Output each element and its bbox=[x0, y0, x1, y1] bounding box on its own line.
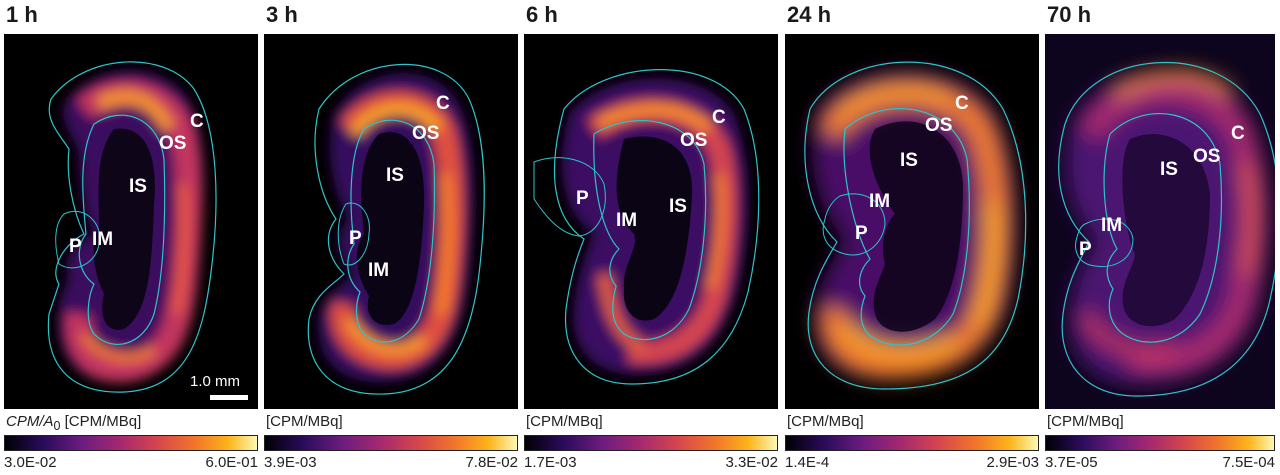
colorbar-min: 3.9E-03 bbox=[264, 454, 317, 471]
kidney-image: C OS P IM IS bbox=[524, 34, 778, 409]
unit-subscript: 0 bbox=[53, 419, 61, 433]
kidney-heatmap bbox=[47, 61, 248, 400]
region-label-p: P bbox=[1079, 239, 1092, 260]
colorbar bbox=[785, 435, 1039, 451]
panel-title: 6 h bbox=[526, 2, 558, 27]
colorbar-min: 1.4E-4 bbox=[785, 454, 830, 471]
kidney-heatmap bbox=[533, 69, 760, 385]
unit-text: [CPM/MBq] bbox=[60, 413, 142, 430]
region-label-os: OS bbox=[1193, 146, 1221, 167]
colorbar-min: 3.7E-05 bbox=[1045, 454, 1098, 471]
region-label-im: IM bbox=[616, 210, 638, 231]
colorbar bbox=[1045, 435, 1275, 451]
region-label-c: C bbox=[190, 111, 204, 132]
panel-3h: 3 h C OS IS P IM [CPM/MBq] 3.9E-03 7.8E-… bbox=[264, 0, 518, 475]
region-label-is: IS bbox=[1160, 159, 1178, 180]
region-label-is: IS bbox=[900, 150, 918, 171]
region-label-is: IS bbox=[386, 165, 404, 186]
colorbar-max: 7.8E-02 bbox=[465, 454, 518, 471]
panel-title: 24 h bbox=[787, 2, 832, 27]
colorbar-max: 7.5E-04 bbox=[1222, 454, 1275, 471]
kidney-heatmap bbox=[307, 63, 485, 395]
region-label-im: IM bbox=[1101, 215, 1123, 236]
colorbar-max: 2.9E-03 bbox=[986, 454, 1039, 471]
panel-70h: 70 h C OS IS IM P [CPM/MBq] 3.7E-05 7.5E… bbox=[1045, 0, 1275, 475]
region-label-os: OS bbox=[412, 123, 440, 144]
panel-title: 70 h bbox=[1047, 2, 1092, 27]
panel-title: 1 h bbox=[6, 2, 38, 27]
region-label-os: OS bbox=[680, 130, 708, 151]
panel-24h: 24 h C OS IS IM P [CPM/MBq] 1.4E-4 2.9E-… bbox=[785, 0, 1039, 475]
region-label-p: P bbox=[69, 236, 82, 257]
colorbar-min: 1.7E-03 bbox=[524, 454, 577, 471]
colorbar-unit: [CPM/MBq] bbox=[787, 413, 864, 430]
region-label-c: C bbox=[436, 93, 450, 114]
colorbar-unit: [CPM/MBq] bbox=[526, 413, 603, 430]
panel-6h: 6 h C OS P IM IS [CPM/MBq] 1.7E-03 3.3E-… bbox=[524, 0, 778, 475]
kidney-image: C OS IS IM P 1.0 mm bbox=[4, 34, 258, 409]
kidney-heatmap bbox=[804, 61, 1027, 390]
colorbar bbox=[524, 435, 778, 451]
region-label-os: OS bbox=[159, 133, 187, 154]
region-label-c: C bbox=[955, 93, 969, 114]
region-label-p: P bbox=[855, 223, 868, 244]
kidney-image: C OS IS IM P bbox=[1045, 34, 1275, 409]
scale-bar-label: 1.0 mm bbox=[190, 373, 241, 390]
unit-variable: CPM/A bbox=[6, 413, 54, 430]
colorbar bbox=[4, 435, 258, 451]
panel-1h: 1 h C OS IS IM P 1.0 mm CPM/A0 [CPM/MBq]… bbox=[4, 0, 258, 475]
kidney-heatmap bbox=[1045, 34, 1275, 409]
colorbar-unit: [CPM/MBq] bbox=[1047, 413, 1124, 430]
colorbar-max: 6.0E-01 bbox=[205, 454, 258, 471]
region-label-c: C bbox=[1231, 123, 1245, 144]
region-label-im: IM bbox=[92, 229, 114, 250]
colorbar-unit: [CPM/MBq] bbox=[266, 413, 343, 430]
colorbar bbox=[264, 435, 518, 451]
region-label-is: IS bbox=[129, 176, 147, 197]
region-label-p: P bbox=[576, 188, 589, 209]
kidney-image: C OS IS P IM bbox=[264, 34, 518, 409]
region-label-p: P bbox=[349, 228, 362, 249]
colorbar-max: 3.3E-02 bbox=[725, 454, 778, 471]
region-label-im: IM bbox=[869, 191, 891, 212]
colorbar-unit: CPM/A0 [CPM/MBq] bbox=[6, 413, 141, 433]
panel-title: 3 h bbox=[266, 2, 298, 27]
region-label-im: IM bbox=[368, 260, 390, 281]
region-label-c: C bbox=[712, 107, 726, 128]
region-label-is: IS bbox=[669, 196, 687, 217]
kidney-image: C OS IS IM P bbox=[785, 34, 1039, 409]
region-label-os: OS bbox=[925, 115, 953, 136]
colorbar-min: 3.0E-02 bbox=[4, 454, 57, 471]
